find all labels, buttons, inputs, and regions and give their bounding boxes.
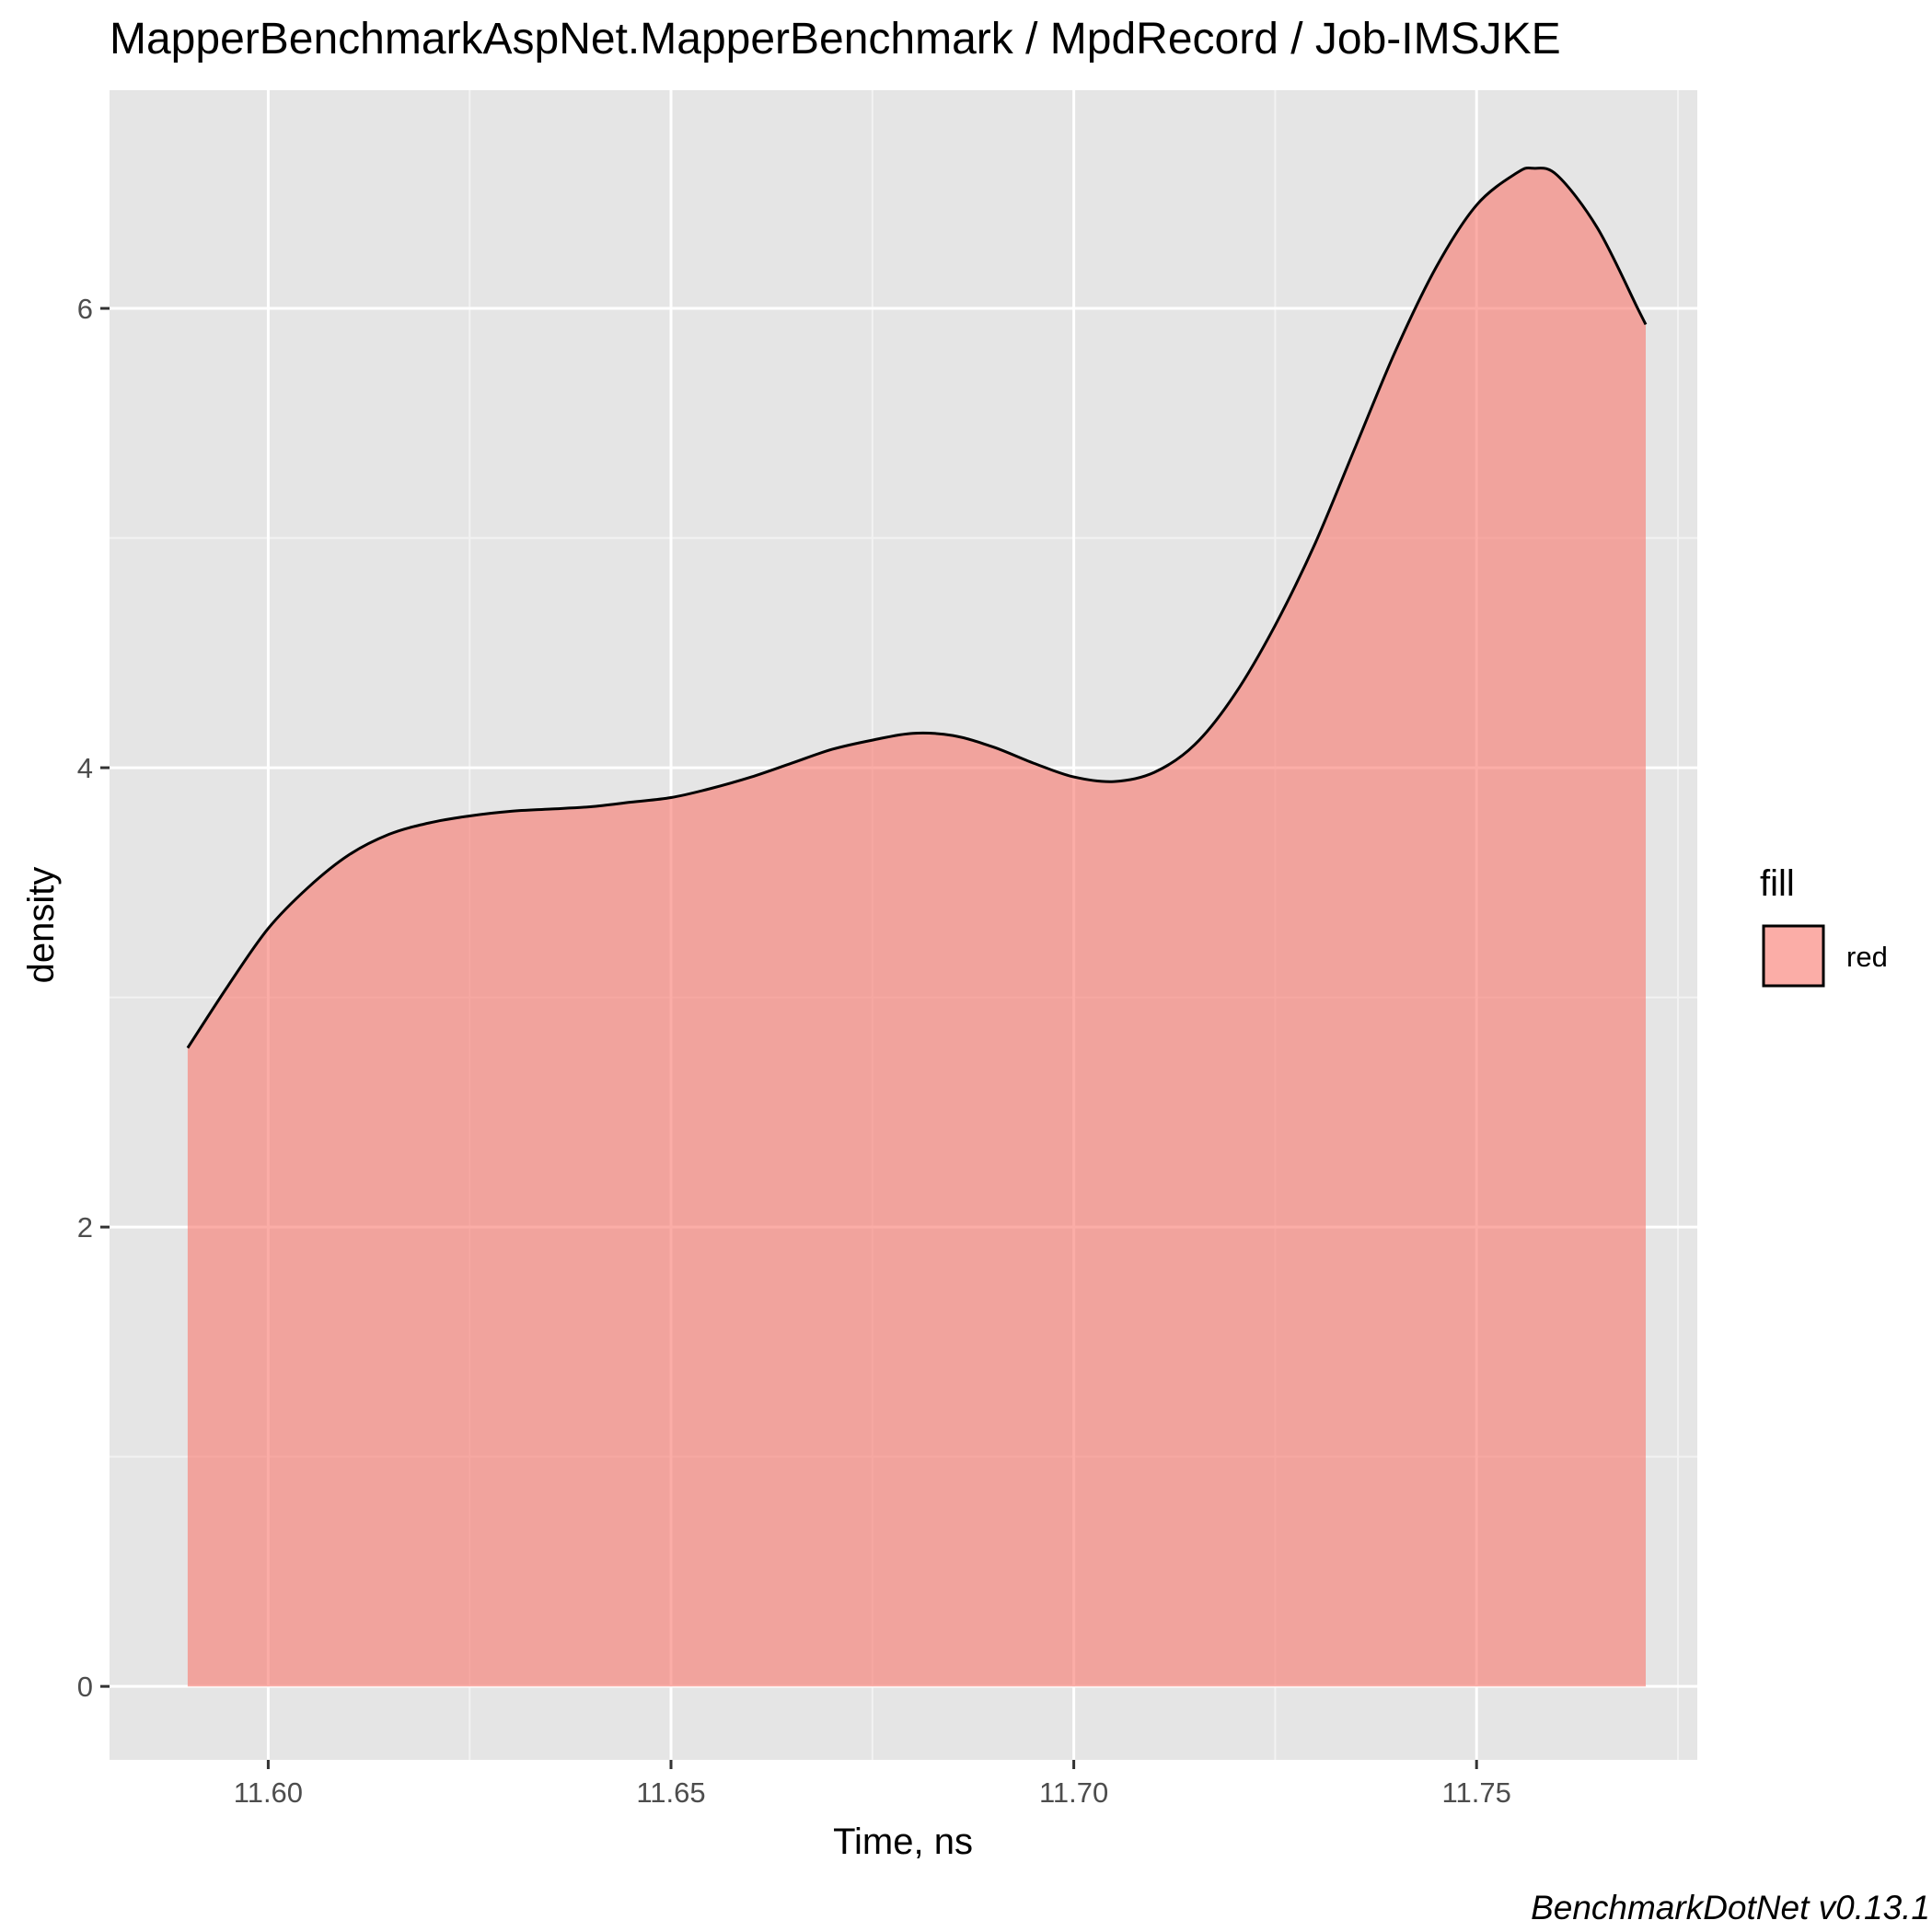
density-area bbox=[187, 168, 1646, 1687]
legend-title: fill bbox=[1760, 863, 1795, 904]
legend: fill red bbox=[1760, 863, 1888, 988]
legend-label-red: red bbox=[1846, 941, 1888, 973]
legend-key-red bbox=[1762, 924, 1825, 988]
x-tick-label: 11.75 bbox=[1442, 1776, 1511, 1809]
y-axis-title: density bbox=[21, 867, 62, 984]
x-tick-label: 11.65 bbox=[636, 1776, 705, 1809]
x-axis-title: Time, ns bbox=[833, 1822, 973, 1862]
chart-title: MapperBenchmarkAspNet.MapperBenchmark / … bbox=[110, 15, 1561, 64]
y-tick-label: 2 bbox=[77, 1211, 93, 1244]
y-tick-label: 0 bbox=[77, 1671, 93, 1703]
x-tick-label: 11.60 bbox=[234, 1776, 303, 1809]
y-tick-label: 4 bbox=[77, 752, 93, 784]
y-tick-label: 6 bbox=[77, 293, 93, 325]
caption: BenchmarkDotNet v0.13.1 bbox=[1531, 1889, 1930, 1926]
x-tick-label: 11.70 bbox=[1039, 1776, 1108, 1809]
density-line bbox=[186, 166, 1648, 1049]
x-axis: 11.60 11.65 11.70 11.75 bbox=[234, 1760, 1511, 1809]
y-axis: 0 2 4 6 bbox=[77, 293, 110, 1703]
